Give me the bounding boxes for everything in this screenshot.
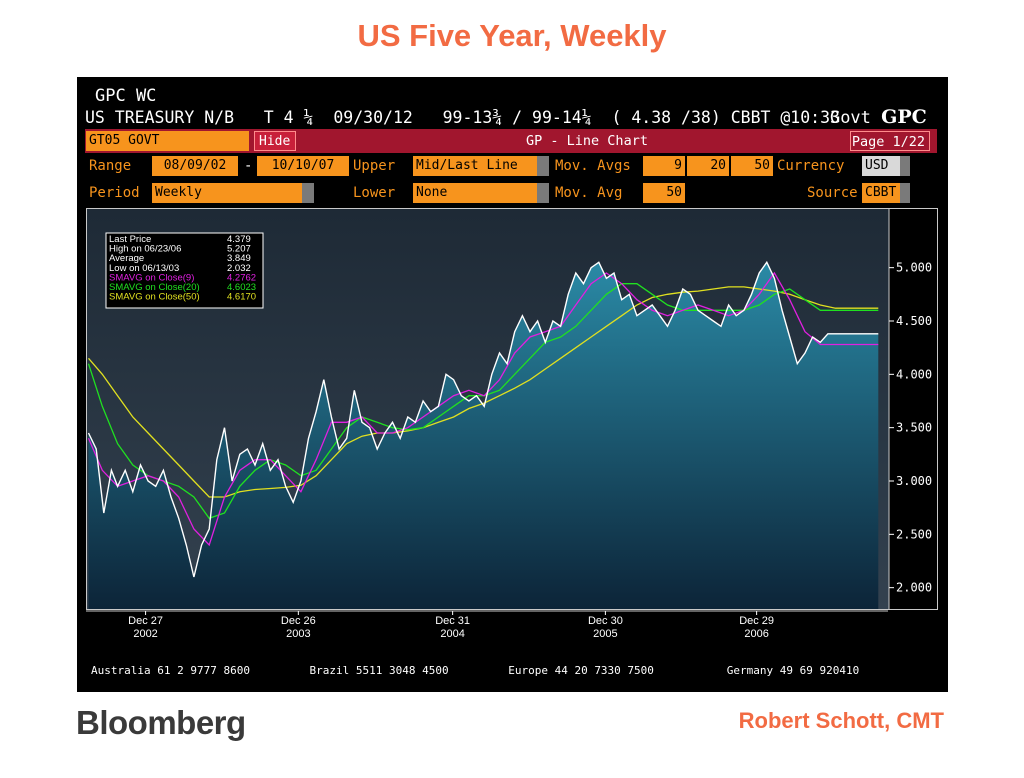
footer-contacts: Australia 61 2 9777 8600 Brazil 5511 304… [91, 640, 866, 778]
y-tick-label: 4.500 [896, 314, 932, 328]
footer-line-3: H281-794-1 10-Oct-2007 10:34:11 [91, 739, 780, 752]
y-tick-label: 2.000 [896, 581, 932, 595]
x-tick-label: Dec 26 [281, 615, 316, 627]
bloomberg-terminal-window: GPC WC Govt GPC US TREASURY N/B T 4 ¼ 09… [77, 77, 948, 752]
currency-label: Currency [777, 158, 845, 174]
period-select[interactable]: Weekly [152, 183, 302, 203]
bloomberg-logo: Bloomberg [76, 704, 246, 741]
legend-value: 4.6170 [227, 292, 256, 303]
range-end-field[interactable]: 10/10/07 [257, 156, 349, 176]
source-select[interactable]: CBBT [862, 183, 900, 203]
chart-mode-label: GP - Line Chart [526, 133, 648, 149]
y-tick-label: 2.500 [896, 527, 932, 541]
period-label: Period [89, 185, 140, 201]
legend-value: 4.379 [227, 234, 251, 245]
x-tick-label: Dec 27 [128, 615, 163, 627]
footer-line-1: Australia 61 2 9777 8600 Brazil 5511 304… [91, 664, 860, 677]
market-sector-label: Govt GPC [789, 86, 927, 148]
x-tick-year: 2006 [744, 628, 768, 640]
x-tick-year: 2003 [286, 628, 310, 640]
legend-box [105, 232, 264, 309]
author-credit: Robert Schott, CMT [738, 708, 944, 733]
legend-value: 4.2762 [227, 272, 256, 283]
x-tick-label: Dec 29 [739, 615, 774, 627]
legend-label: High on 06/23/06 [109, 244, 181, 255]
legend-value: 4.6023 [227, 282, 256, 293]
slide-title: US Five Year, Weekly [357, 18, 667, 53]
function-code: GPC WC [95, 86, 157, 106]
legend-value: 2.032 [227, 263, 251, 274]
legend-value: 5.207 [227, 244, 251, 255]
mov-avg-2-field[interactable]: 20 [687, 156, 729, 176]
x-tick-label: Dec 31 [435, 615, 470, 627]
chart-legend: Last Price 4.379 High on 06/23/06 5.207 Aver… [105, 232, 264, 309]
mov-avg-1-field[interactable]: 9 [643, 156, 685, 176]
lower-select[interactable]: None [413, 183, 537, 203]
legend-label: Last Price [109, 234, 151, 245]
price-line [87, 260, 879, 578]
sma9-line [87, 271, 879, 547]
page-indicator[interactable]: Page 1/22 [850, 131, 930, 151]
legend-label: SMAVG on Close(50) [109, 292, 200, 303]
lower-mov-avg-field[interactable]: 50 [643, 183, 685, 203]
source-label: Source [807, 185, 858, 201]
price-area-fill [88, 262, 879, 609]
x-tick-year: 2005 [593, 628, 617, 640]
lower-label: Lower [353, 185, 396, 201]
y-tick-label: 4.000 [896, 367, 932, 381]
upper-dropdown-arrow[interactable] [537, 156, 549, 176]
legend-label: SMAVG on Close(9) [109, 272, 194, 283]
legend-value: 3.849 [227, 253, 251, 264]
upper-select[interactable]: Mid/Last Line [413, 156, 537, 176]
mov-avgs-label: Mov. Avgs [555, 158, 631, 174]
footer-line-2: Hong Kong 852 2977 6000 Japan 81 3 3201 … [91, 701, 866, 715]
legend-label: SMAVG on Close(20) [109, 282, 200, 293]
x-tick-label: Dec 30 [588, 615, 623, 627]
range-start-field[interactable]: 08/09/02 [152, 156, 238, 176]
period-dropdown-arrow[interactable] [302, 183, 314, 203]
hide-button[interactable]: Hide [254, 131, 296, 151]
source-dropdown-arrow[interactable] [900, 183, 910, 203]
lower-dropdown-arrow[interactable] [537, 183, 549, 203]
legend-label: Low on 06/13/03 [109, 263, 179, 274]
function-brand: GPC [881, 106, 927, 128]
y-tick-label: 3.000 [896, 474, 932, 488]
ticker-field[interactable]: GT05 GOVT [86, 131, 249, 151]
mov-avg-label: Mov. Avg [555, 185, 623, 201]
chart-frame: 2.000 2.500 3.000 3.500 4.000 4.500 5.000 Last… [86, 208, 938, 610]
range-separator: - [244, 158, 253, 174]
yield-chart: 2.000 2.500 3.000 3.500 4.000 4.500 5.000 Last… [87, 209, 937, 609]
mov-avg-3-field[interactable]: 50 [731, 156, 773, 176]
upper-label: Upper [353, 158, 396, 174]
sma50-line [88, 286, 879, 498]
y-tick-label: 3.500 [896, 421, 932, 435]
currency-select[interactable]: USD [862, 156, 900, 176]
sector-text: Govt [829, 108, 882, 128]
currency-dropdown-arrow[interactable] [900, 156, 910, 176]
security-description: US TREASURY N/B T 4 ¼ 09/30/12 99-13¾ / … [85, 108, 840, 127]
x-tick-year: 2004 [440, 628, 464, 640]
range-label: Range [89, 158, 132, 174]
x-tick-year: 2002 [133, 628, 157, 640]
legend-label: Average [109, 253, 144, 264]
y-tick-label: 5.000 [896, 261, 932, 275]
